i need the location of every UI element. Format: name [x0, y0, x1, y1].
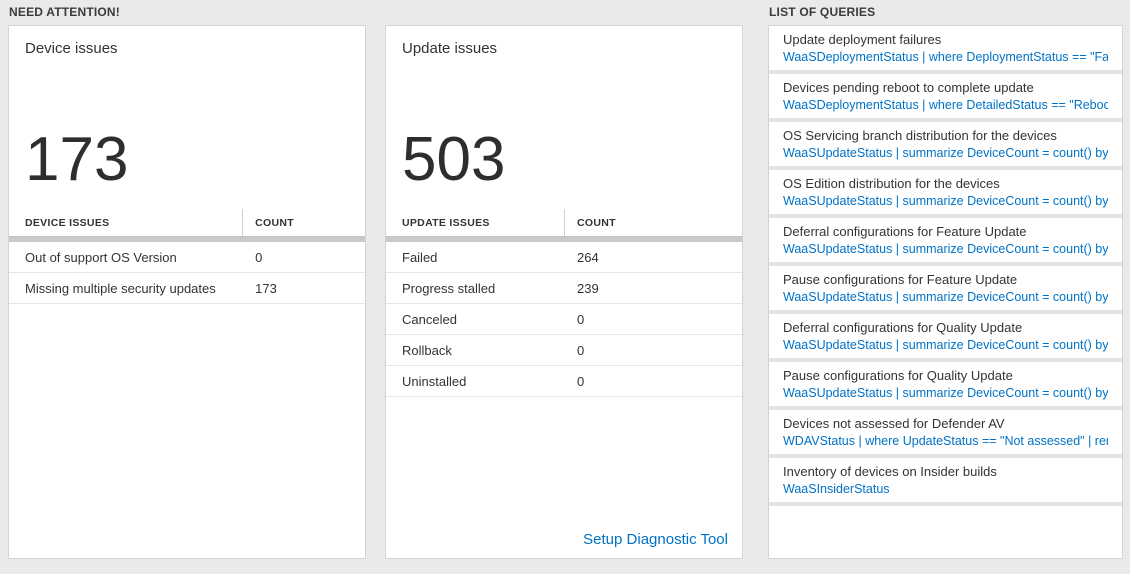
- table-divider: [9, 237, 365, 242]
- issue-count: 264: [577, 249, 599, 265]
- device-issues-title: Device issues: [25, 40, 118, 57]
- query-title: Devices not assessed for Defender AV: [783, 416, 1005, 431]
- issue-label: Missing multiple security updates: [25, 280, 216, 296]
- query-text: WaaSUpdateStatus | summarize DeviceCount…: [783, 242, 1108, 256]
- table-row[interactable]: Uninstalled 0: [386, 366, 742, 397]
- issue-count: 0: [577, 311, 585, 327]
- table-row[interactable]: Rollback 0: [386, 335, 742, 366]
- query-item[interactable]: Pause configurations for Feature Update …: [769, 266, 1122, 314]
- query-text: WaaSUpdateStatus | summarize DeviceCount…: [783, 338, 1108, 352]
- query-title: OS Servicing branch distribution for the…: [783, 128, 1057, 143]
- query-title: Inventory of devices on Insider builds: [783, 464, 997, 479]
- query-title: Update deployment failures: [783, 32, 942, 47]
- issue-label: Progress stalled: [402, 280, 496, 296]
- query-text: WaaSUpdateStatus | summarize DeviceCount…: [783, 290, 1108, 304]
- column-header-issue: UPDATE ISSUES: [402, 216, 490, 229]
- issue-count: 0: [577, 342, 585, 358]
- update-issues-title: Update issues: [402, 40, 498, 57]
- table-row[interactable]: Canceled 0: [386, 304, 742, 335]
- table-row[interactable]: Out of support OS Version 0: [9, 242, 365, 273]
- query-item[interactable]: Deferral configurations for Feature Upda…: [769, 218, 1122, 266]
- list-of-queries-header: LIST OF QUERIES: [769, 5, 876, 19]
- query-text: WaaSUpdateStatus | summarize DeviceCount…: [783, 386, 1108, 400]
- query-title: Devices pending reboot to complete updat…: [783, 80, 1034, 95]
- table-header: DEVICE ISSUES COUNT: [9, 209, 365, 237]
- device-issues-tile[interactable]: Device issues 173 DEVICE ISSUES COUNT Ou…: [8, 25, 366, 559]
- update-issues-count: 503: [402, 125, 506, 194]
- issue-count: 239: [577, 280, 599, 296]
- issue-label: Failed: [402, 249, 438, 265]
- device-issues-table: DEVICE ISSUES COUNT Out of support OS Ve…: [9, 209, 365, 304]
- query-title: Pause configurations for Quality Update: [783, 368, 1013, 383]
- query-text: WaaSDeploymentStatus | where DeploymentS…: [783, 50, 1108, 64]
- query-item[interactable]: Devices pending reboot to complete updat…: [769, 74, 1122, 122]
- issue-count: 0: [577, 373, 585, 389]
- query-text: WaaSInsiderStatus: [783, 482, 890, 496]
- query-list-panel: Update deployment failures WaaSDeploymen…: [768, 25, 1123, 559]
- query-item[interactable]: Update deployment failures WaaSDeploymen…: [769, 26, 1122, 74]
- issue-label: Rollback: [402, 342, 452, 358]
- issue-label: Canceled: [402, 311, 457, 327]
- query-item[interactable]: Inventory of devices on Insider builds W…: [769, 458, 1122, 506]
- column-header-count: COUNT: [564, 209, 742, 236]
- query-title: OS Edition distribution for the devices: [783, 176, 1000, 191]
- need-attention-header: NEED ATTENTION!: [9, 5, 120, 19]
- device-issues-count: 173: [25, 125, 129, 194]
- issue-count: 173: [255, 280, 277, 296]
- query-item[interactable]: OS Servicing branch distribution for the…: [769, 122, 1122, 170]
- column-header-issue: DEVICE ISSUES: [25, 216, 110, 229]
- table-row[interactable]: Progress stalled 239: [386, 273, 742, 304]
- table-divider: [386, 237, 742, 242]
- update-issues-tile[interactable]: Update issues 503 UPDATE ISSUES COUNT Fa…: [385, 25, 743, 559]
- setup-diagnostic-tool-link[interactable]: Setup Diagnostic Tool: [583, 531, 728, 548]
- issue-label: Uninstalled: [402, 373, 467, 389]
- table-row[interactable]: Failed 264: [386, 242, 742, 273]
- query-text: WaaSUpdateStatus | summarize DeviceCount…: [783, 146, 1108, 160]
- query-item[interactable]: Deferral configurations for Quality Upda…: [769, 314, 1122, 362]
- table-row[interactable]: Missing multiple security updates 173: [9, 273, 365, 304]
- query-title: Deferral configurations for Quality Upda…: [783, 320, 1023, 335]
- table-header: UPDATE ISSUES COUNT: [386, 209, 742, 237]
- query-item[interactable]: Devices not assessed for Defender AV WDA…: [769, 410, 1122, 458]
- issue-label: Out of support OS Version: [25, 249, 177, 265]
- query-title: Pause configurations for Feature Update: [783, 272, 1018, 287]
- query-title: Deferral configurations for Feature Upda…: [783, 224, 1027, 239]
- update-issues-table: UPDATE ISSUES COUNT Failed 264 Progress …: [386, 209, 742, 397]
- query-item[interactable]: Pause configurations for Quality Update …: [769, 362, 1122, 410]
- query-text: WDAVStatus | where UpdateStatus == "Not …: [783, 434, 1108, 448]
- query-text: WaaSUpdateStatus | summarize DeviceCount…: [783, 194, 1108, 208]
- column-header-count: COUNT: [242, 209, 365, 236]
- issue-count: 0: [255, 249, 263, 265]
- query-text: WaaSDeploymentStatus | where DetailedSta…: [783, 98, 1108, 112]
- query-item[interactable]: OS Edition distribution for the devices …: [769, 170, 1122, 218]
